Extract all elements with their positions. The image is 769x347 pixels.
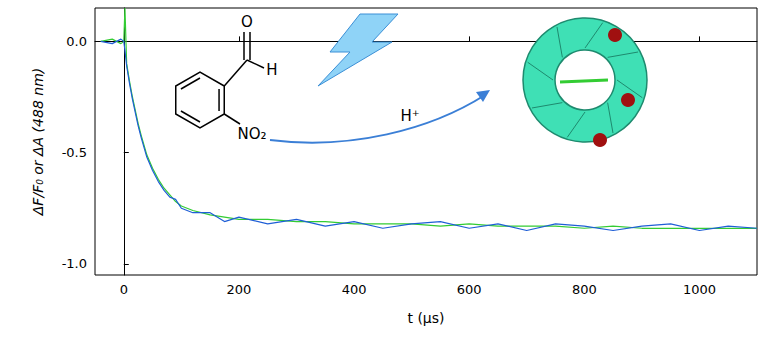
- svg-text:ΔF/F₀ or ΔA (488 nm): ΔF/F₀ or ΔA (488 nm): [30, 68, 46, 216]
- svg-text:H: H: [266, 61, 277, 79]
- svg-text:400: 400: [342, 282, 367, 297]
- svg-text:0.0: 0.0: [66, 34, 87, 49]
- svg-text:H⁺: H⁺: [400, 107, 419, 125]
- svg-text:200: 200: [226, 282, 251, 297]
- svg-text:NO₂: NO₂: [237, 125, 266, 143]
- svg-text:0: 0: [120, 282, 128, 297]
- svg-text:1000: 1000: [683, 282, 716, 297]
- svg-text:-1.0: -1.0: [62, 256, 87, 271]
- svg-text:600: 600: [457, 282, 482, 297]
- svg-text:O: O: [241, 13, 253, 31]
- svg-text:t (μs): t (μs): [407, 310, 444, 326]
- svg-text:-0.5: -0.5: [62, 145, 87, 160]
- svg-text:800: 800: [572, 282, 597, 297]
